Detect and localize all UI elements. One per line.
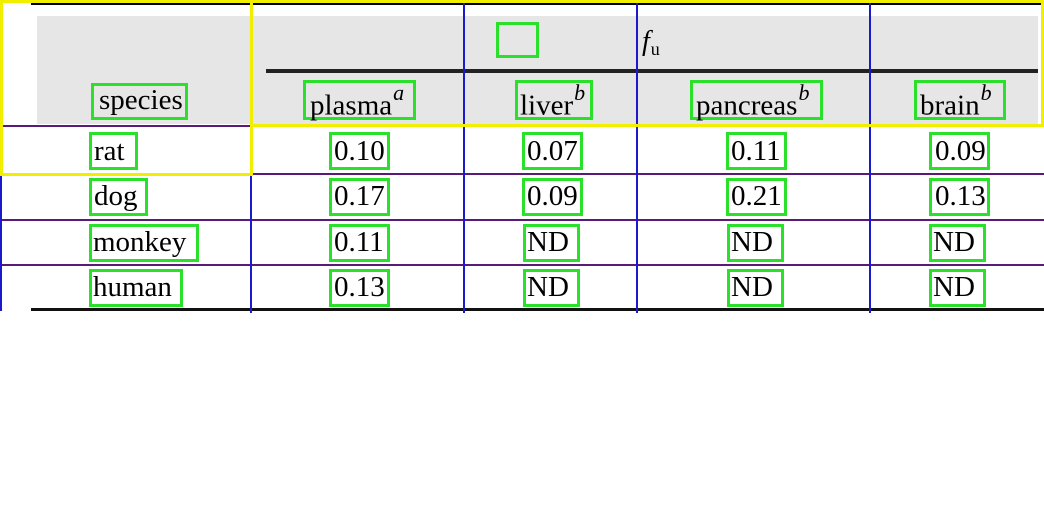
row-separator <box>0 219 1044 221</box>
species-cell: rat <box>94 135 125 167</box>
species-cell: monkey <box>93 226 187 258</box>
row-separator <box>0 173 1044 175</box>
group-header-rule <box>266 69 1038 73</box>
header-footnote: a <box>393 80 405 105</box>
brain-value: 0.13 <box>935 180 986 212</box>
pancreas-value: 0.21 <box>731 180 782 212</box>
top-rule <box>31 3 1044 5</box>
fu-symbol: f <box>642 26 650 57</box>
plasma-value: 0.11 <box>334 226 384 258</box>
brain-value: ND <box>933 271 975 303</box>
liver-value: ND <box>527 226 569 258</box>
plasma-value: 0.17 <box>334 180 385 212</box>
plasma-value: 0.10 <box>334 135 385 167</box>
header-label: plasma <box>310 89 393 122</box>
header-pancreas: pancreasb <box>696 82 809 122</box>
row-separator <box>0 264 1044 266</box>
header-plasma: plasmaa <box>310 82 404 122</box>
pancreas-value: ND <box>731 271 773 303</box>
plasma-value: 0.13 <box>334 271 385 303</box>
species-cell: dog <box>94 180 138 212</box>
column-separator <box>0 173 2 311</box>
header-footnote: b <box>980 80 992 105</box>
column-separator <box>250 0 252 313</box>
fu-group-header: fu <box>642 26 660 59</box>
brain-value: 0.09 <box>935 135 986 167</box>
fu-subscript: u <box>650 39 660 59</box>
pancreas-value: 0.11 <box>731 135 781 167</box>
header-label: liver <box>520 89 574 122</box>
header-footnote: b <box>574 80 586 105</box>
brain-value: ND <box>933 226 975 258</box>
header-label: pancreas <box>696 89 798 122</box>
pancreas-value: ND <box>731 226 773 258</box>
column-separator <box>869 0 871 313</box>
liver-value: 0.09 <box>527 180 578 212</box>
header-label: species <box>99 84 183 116</box>
header-species: species <box>99 86 183 115</box>
bottom-rule <box>31 308 1044 311</box>
header-footnote: b <box>798 80 810 105</box>
liver-value: 0.07 <box>527 135 578 167</box>
liver-value: ND <box>527 271 569 303</box>
column-separator <box>636 0 638 313</box>
column-separator <box>463 0 465 313</box>
species-cell: human <box>93 271 172 303</box>
header-brain: brainb <box>920 82 992 122</box>
row-separator <box>0 125 1044 127</box>
header-label: brain <box>920 89 980 122</box>
header-liver: liverb <box>520 82 585 122</box>
